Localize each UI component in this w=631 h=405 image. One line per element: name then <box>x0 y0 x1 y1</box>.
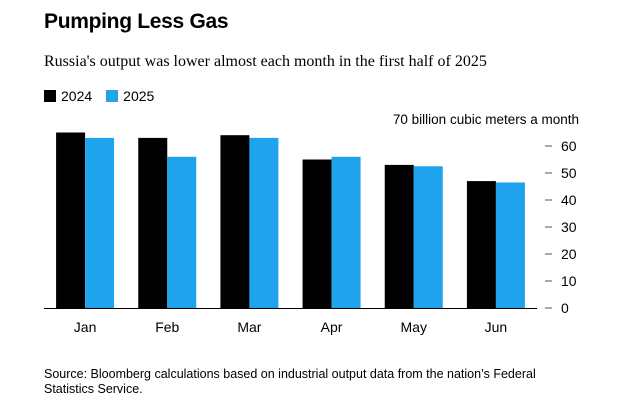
legend-item-2024: 2024 <box>44 88 92 104</box>
bar-2024-jan <box>56 132 86 308</box>
legend-label-2025: 2025 <box>123 88 155 104</box>
bar-2024-mar <box>220 135 250 308</box>
bar-2024-jun <box>466 181 496 308</box>
bar-2025-jan <box>85 137 115 308</box>
legend-swatch-2024 <box>44 90 56 102</box>
bar-2024-apr <box>302 159 332 308</box>
x-tick-label: Mar <box>237 319 261 335</box>
legend-label-2024: 2024 <box>61 88 93 104</box>
y-tick-label: 30 <box>561 219 577 235</box>
chart-title: Pumping Less Gas <box>44 10 229 33</box>
bar-2025-feb <box>167 156 197 308</box>
y-tick-label: 10 <box>561 273 577 289</box>
legend-swatch-2025 <box>106 90 119 102</box>
legend-item-2025: 2025 <box>106 88 154 104</box>
x-tick-label: Feb <box>155 319 179 335</box>
x-tick-label: Jun <box>485 319 508 335</box>
y-tick-label: 50 <box>561 165 577 181</box>
bar-2025-may <box>413 166 443 308</box>
y-tick-label: 20 <box>561 246 577 262</box>
y-axis-label: 70 billion cubic meters a month <box>393 112 579 127</box>
bar-2025-jun <box>495 182 525 308</box>
x-tick-label: Apr <box>321 319 343 335</box>
bar-2024-feb <box>138 137 168 308</box>
bar-2025-apr <box>331 156 361 308</box>
legend: 2024 2025 <box>44 88 154 104</box>
bar-2024-may <box>384 164 414 308</box>
y-tick-label: 40 <box>561 192 577 208</box>
chart-subtitle: Russia's output was lower almost each mo… <box>44 53 487 70</box>
x-tick-label: Jan <box>74 319 97 335</box>
y-tick-label: 60 <box>561 138 577 154</box>
bar-2025-mar <box>249 137 279 308</box>
y-tick-label: 0 <box>561 300 569 316</box>
x-tick-label: May <box>401 319 427 335</box>
source-note: Source: Bloomberg calculations based on … <box>44 367 536 396</box>
